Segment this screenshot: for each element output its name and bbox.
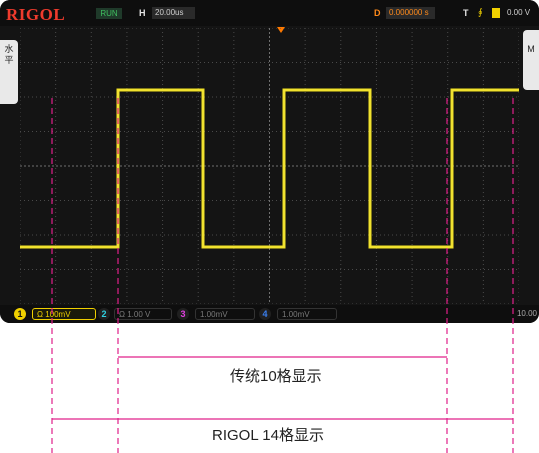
horizontal-timebase-value[interactable]: 20.00us bbox=[152, 7, 195, 19]
waveform-trace bbox=[20, 88, 519, 249]
waveform-grid bbox=[20, 28, 519, 304]
channel-3-number[interactable]: 3 bbox=[177, 308, 189, 320]
trigger-position-marker bbox=[277, 27, 285, 33]
traditional-10-div-label: 传统10格显示 bbox=[230, 368, 322, 385]
delay-value[interactable]: 0.000000 s bbox=[386, 7, 435, 19]
rigol-14-div-label: RIGOL 14格显示 bbox=[212, 427, 324, 444]
channel-4-scale[interactable]: 1.00mV bbox=[277, 308, 337, 320]
trigger-source-indicator bbox=[492, 8, 500, 18]
channel-bar: 1 Ω 100mV 2 Ω 1.00 V 3 1.00mV 4 1.00mV 1… bbox=[0, 305, 539, 323]
channel-3-scale[interactable]: 1.00mV bbox=[195, 308, 255, 320]
right-menu-tab[interactable]: M bbox=[523, 30, 539, 90]
channel-2-scale[interactable]: Ω 1.00 V bbox=[114, 308, 172, 320]
status-bar: RIGOL RUN H 20.00us D 0.000000 s T ∮ 0.0… bbox=[0, 0, 539, 26]
horizontal-label: H bbox=[139, 8, 146, 18]
right-menu-label: M bbox=[527, 44, 535, 54]
brand-logo: RIGOL bbox=[6, 5, 66, 24]
oscilloscope-screen: RIGOL RUN H 20.00us D 0.000000 s T ∮ 0.0… bbox=[0, 0, 539, 323]
trigger-level-value[interactable]: 0.00 V bbox=[507, 8, 531, 17]
channel-4-number[interactable]: 4 bbox=[259, 308, 271, 320]
horizontal-menu-label: 水平 bbox=[4, 44, 14, 65]
horizontal-menu-tab[interactable]: 水平 bbox=[0, 40, 18, 104]
run-status-badge[interactable]: RUN bbox=[96, 8, 122, 19]
channel-1-scale[interactable]: Ω 100mV bbox=[32, 308, 96, 320]
channel-2-number[interactable]: 2 bbox=[98, 308, 110, 320]
trigger-edge-icon: ∮ bbox=[478, 7, 483, 17]
delay-label: D bbox=[374, 8, 381, 18]
channel-1-number[interactable]: 1 bbox=[14, 308, 26, 320]
trigger-label: T bbox=[463, 8, 469, 18]
bottom-right-readout: 10.00 bbox=[516, 309, 537, 318]
waveform-highlight bbox=[20, 89, 519, 248]
